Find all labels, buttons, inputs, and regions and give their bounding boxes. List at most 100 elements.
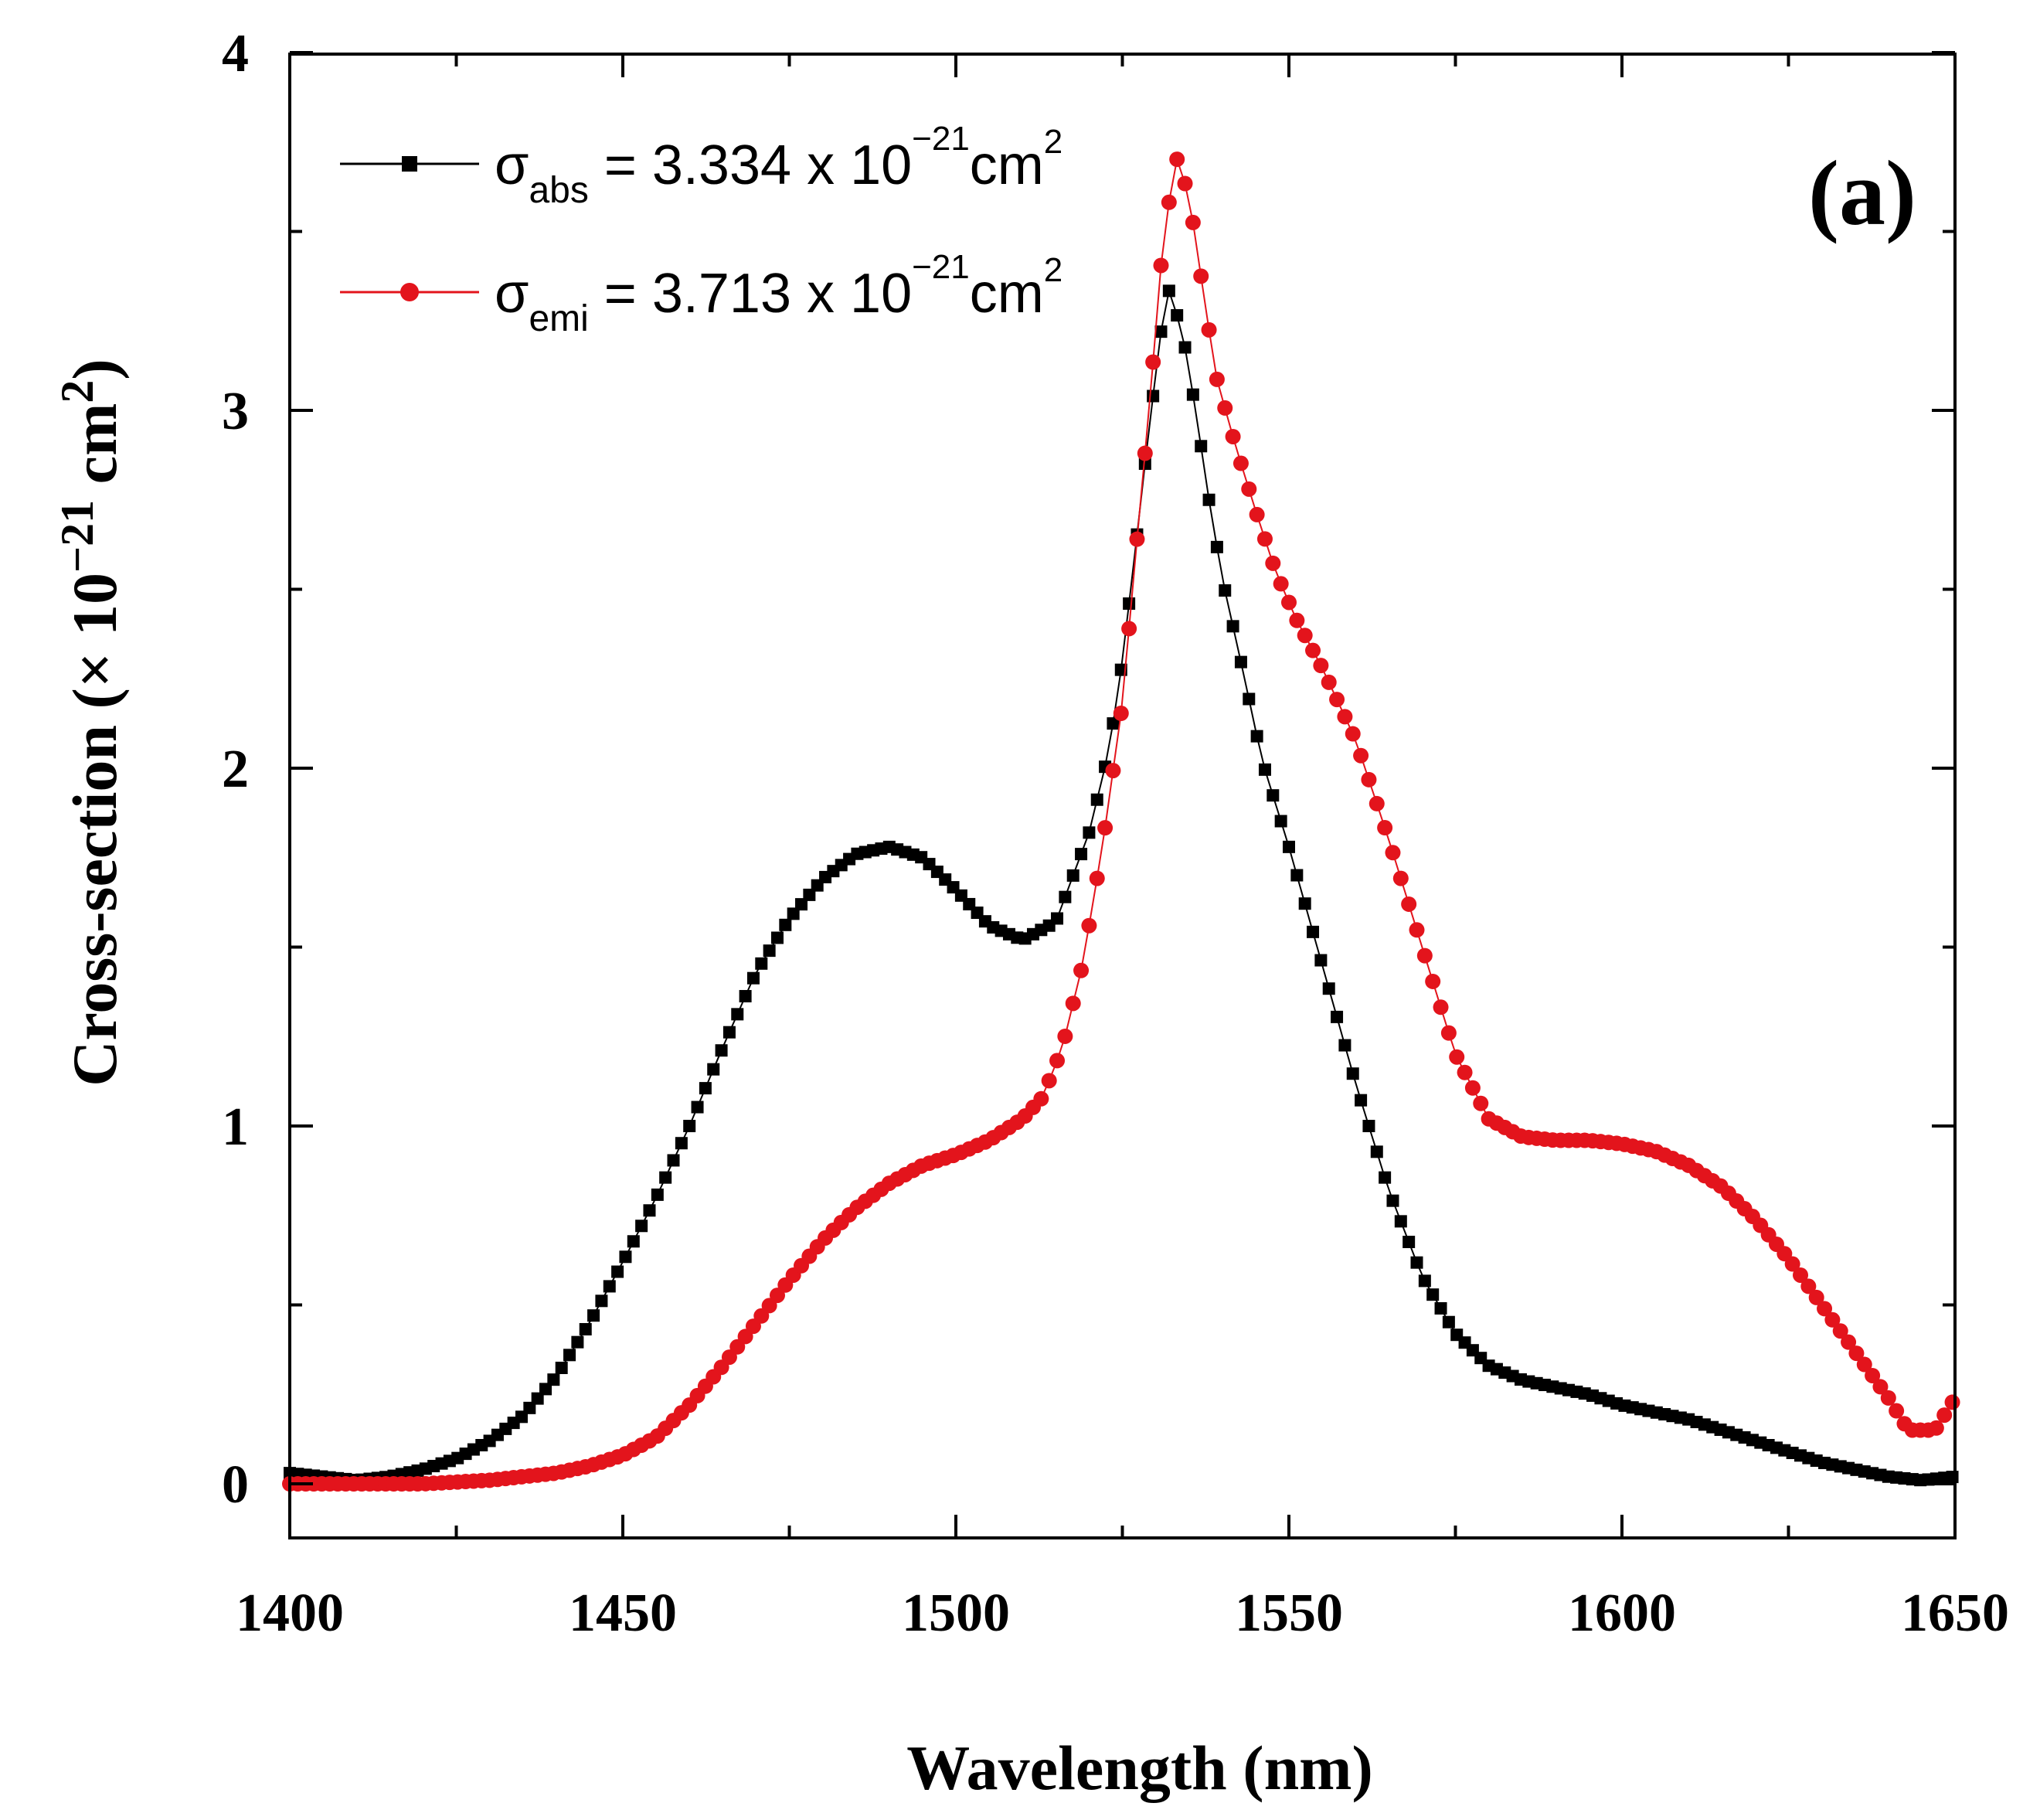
sigma_emi-point <box>1177 175 1193 192</box>
sigma_abs-point <box>715 1044 728 1057</box>
sigma_emi-point <box>1113 706 1129 722</box>
sigma_abs-point <box>1370 1145 1383 1158</box>
plot-frame <box>288 53 1957 1539</box>
sigma_emi-point <box>1209 371 1225 387</box>
sigma_abs-point <box>1283 840 1295 853</box>
sigma_abs-point <box>571 1335 584 1349</box>
legend-symbol: σ <box>495 134 529 196</box>
sigma_emi-point <box>1081 917 1097 934</box>
legend-subscript: abs <box>529 170 588 211</box>
sigma_emi-point <box>1824 1311 1841 1328</box>
sigma_abs-point <box>1362 1120 1375 1132</box>
sigma_abs-point <box>1186 388 1199 401</box>
sigma_abs-point <box>1355 1094 1368 1107</box>
sigma_abs-point <box>1258 763 1271 776</box>
y-tick-label: 0 <box>222 1455 249 1515</box>
legend-label: σemi = 3.713 x 10−21cm2 <box>495 248 1062 339</box>
sigma_abs-point <box>746 971 760 985</box>
legend-item-sigma_emi: σemi = 3.713 x 10−21cm2 <box>340 248 1062 339</box>
sigma_emi-point <box>1057 1028 1073 1044</box>
x-tick-label: 1500 <box>902 1584 1010 1643</box>
legend-unit: cm <box>970 263 1044 325</box>
sigma_abs-point <box>1274 815 1287 828</box>
sigma_emi-point <box>1808 1289 1824 1305</box>
sigma_emi-point <box>1241 481 1257 497</box>
legend-unit: cm <box>970 134 1044 196</box>
sigma_abs-point <box>1210 540 1223 553</box>
y-title-suffix: ) <box>60 359 130 379</box>
sigma_emi-point <box>1097 820 1114 836</box>
sigma_abs-point <box>627 1235 640 1248</box>
sigma_abs-point <box>635 1220 648 1233</box>
sigma_abs-point <box>659 1171 672 1184</box>
sigma_abs-point <box>1138 457 1151 470</box>
sigma_abs-point <box>1090 793 1103 806</box>
sigma_emi-point <box>1105 763 1121 779</box>
data-marks <box>282 151 1960 1492</box>
sigma_emi-point <box>1889 1403 1905 1419</box>
sigma_emi-point <box>1392 870 1409 886</box>
sigma_abs-point <box>1234 655 1247 668</box>
sigma_emi-point <box>1368 795 1385 811</box>
series-sigma_abs <box>284 284 1959 1487</box>
sigma_emi-point <box>1832 1323 1848 1339</box>
sigma_abs-point <box>1402 1236 1416 1249</box>
sigma_emi-point <box>1337 709 1353 725</box>
sigma_abs-point <box>595 1294 608 1308</box>
sigma_abs-point <box>563 1349 576 1362</box>
sigma_emi-point <box>1265 555 1281 571</box>
sigma_emi-point <box>1073 962 1090 978</box>
sigma_emi-point <box>1065 995 1081 1012</box>
y-tick-label: 2 <box>222 740 249 799</box>
legend-marker <box>400 283 419 301</box>
sigma_emi-point <box>1137 445 1153 461</box>
sigma_abs-point <box>611 1265 624 1278</box>
x-tick-label: 1650 <box>1901 1584 2009 1643</box>
sigma_abs-point <box>1243 692 1256 706</box>
sigma_abs-point <box>755 957 768 970</box>
sigma_emi-point <box>1161 194 1177 210</box>
legend-text: = 3.334 x 10 <box>589 134 912 196</box>
sigma_abs-point <box>1266 789 1280 802</box>
sigma_emi-point <box>1049 1053 1066 1069</box>
sigma_abs-point <box>1338 1039 1352 1052</box>
sigma_emi-point <box>1928 1420 1944 1436</box>
sigma_emi-point <box>1289 612 1305 628</box>
sigma_abs-point <box>1250 730 1263 743</box>
sigma_emi-point <box>1944 1394 1960 1410</box>
sigma_abs-point <box>1066 869 1080 882</box>
sigma_emi-point <box>1121 621 1137 637</box>
sigma_emi-point <box>1313 658 1329 674</box>
sigma_abs-point <box>1290 869 1304 882</box>
x-tick-label: 1450 <box>569 1584 677 1643</box>
sigma_abs-point <box>1442 1315 1455 1328</box>
sigma_emi-point <box>1225 428 1241 444</box>
sigma_emi-point <box>1361 771 1377 788</box>
sigma_abs-point <box>1154 325 1168 338</box>
sigma_emi-point <box>1385 845 1401 861</box>
sigma_abs-point <box>1434 1301 1447 1315</box>
sigma_abs-point <box>1051 912 1064 925</box>
legend-item-sigma_abs: σabs = 3.334 x 10−21cm2 <box>340 120 1062 211</box>
sigma_emi-point <box>1784 1256 1800 1272</box>
sigma_abs-point <box>651 1188 664 1201</box>
y-tick-label: 1 <box>222 1097 249 1157</box>
sigma_abs-point <box>1394 1215 1407 1228</box>
y-title-prefix: Cross-section (× 10 <box>60 573 130 1087</box>
sigma_emi-point <box>1217 400 1233 416</box>
sigma_emi-point <box>1232 455 1249 471</box>
sigma_abs-point <box>1322 982 1335 995</box>
sigma_abs-point <box>683 1120 696 1132</box>
x-axis-title: Wavelength (nm) <box>906 1733 1373 1803</box>
sigma_abs-point <box>1314 954 1328 967</box>
sigma_emi-point <box>1169 151 1185 168</box>
legend-unit_exp: 2 <box>1044 251 1062 289</box>
sigma_abs-point <box>1346 1067 1359 1080</box>
sigma_emi-point <box>1848 1345 1865 1362</box>
sigma_emi-point <box>1473 1095 1489 1111</box>
legend: σabs = 3.334 x 10−21cm2 σemi = 3.713 x 10… <box>340 120 1062 339</box>
sigma_emi-point <box>1321 674 1337 690</box>
sigma_emi-point <box>1193 268 1209 284</box>
sigma_abs-point <box>803 888 816 901</box>
